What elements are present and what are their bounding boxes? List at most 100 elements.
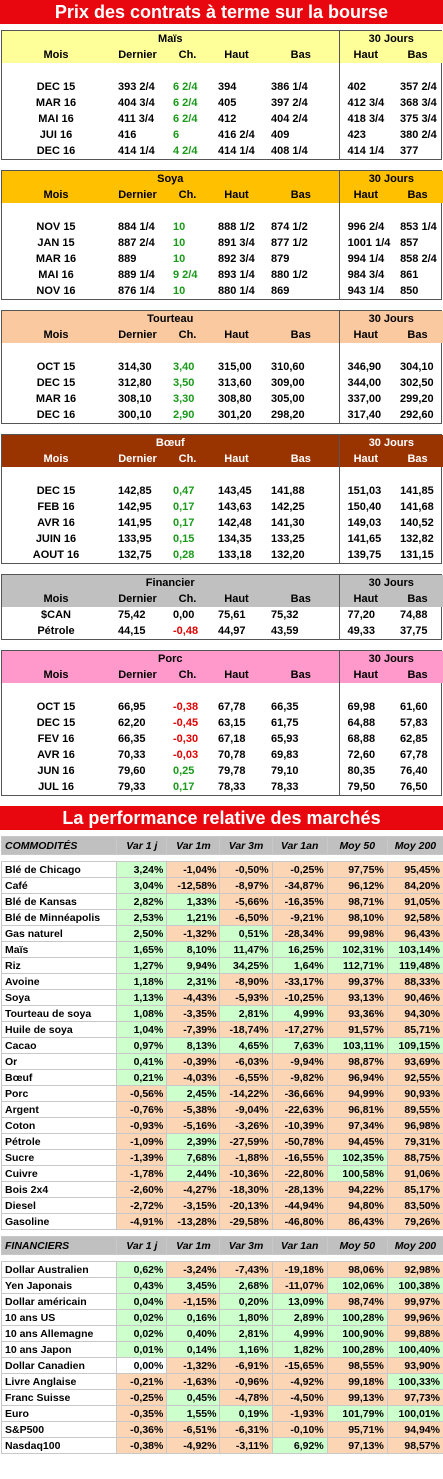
price: 141,30 [271,517,305,529]
performance-value: 97,75% [326,861,388,878]
market-name: Blé de Minnéapolis [0,909,118,926]
price: 37,75 [400,625,428,637]
data-row: Dollar Canadien 0,00% -1,32% -6,91% -15,65% 9… [0,1357,443,1374]
performance-value: 2,82% [116,893,168,910]
performance-value: 0,04% [116,1293,168,1310]
column-row: Mois Dernier Ch. Haut Bas Haut Bas [2,187,443,203]
group-name: FINANCIERS [0,1236,118,1255]
performance-value: -1,88% [219,1149,273,1166]
data-row: Tourteau de soya 1,08% -3,35% 2,81% 4,99% 93,… [0,1005,443,1022]
performance-value: -1,39% [116,1149,168,1166]
performance-value: 95,45% [386,861,443,878]
header-row: Financier 30 Jours [2,575,443,591]
price: 149,03 [338,515,393,531]
performance-value: -28,13% [271,1181,328,1198]
column-header: Mois [43,189,69,201]
data-row: Dollar Australien 0,62% -3,24% -7,43% -19,18… [0,1261,443,1278]
market-name: Dollar Australien [0,1261,118,1278]
data-row: AVR 16 141,95 0,17 142,48 141,30 149,03 140,52 [2,515,443,531]
column-header: Haut [224,593,249,605]
price: 79,33 [118,781,146,793]
performance-value: 94,22% [326,1181,388,1198]
spacer [338,343,393,359]
price: 412 3/4 [338,95,393,111]
performance-value: 99,88% [386,1325,443,1342]
performance-value: 99,13% [326,1389,388,1406]
data-row: JUIN 16 133,95 0,15 134,35 133,25 141,65 132,8… [2,531,443,547]
column-header: Bas [290,49,311,61]
data-row: DEC 16 414 1/4 4 2/4 414 1/4 408 1/4 414 1/4 3… [2,143,443,159]
price: 298,20 [271,409,305,421]
price: 75,61 [218,609,246,621]
column-header: Bas [407,49,428,61]
price: 380 2/4 [400,129,437,141]
price: 887 2/4 [118,237,155,249]
column-header: Haut [224,669,249,681]
performance: COMMODITÉS Var 1 j Var 1m Var 3m Var 1an Moy … [0,836,443,1454]
price: 310,60 [271,361,305,373]
performance-value: -4,50% [271,1389,328,1406]
column-header: Mois [43,49,69,61]
spacer [110,683,165,699]
price: 1001 1/4 [338,235,393,251]
performance-value: -4,92% [166,1437,221,1454]
price: 133,18 [218,549,252,561]
column-header: Ch. [178,189,197,201]
price: 377 [400,145,419,157]
spacer [110,63,165,79]
header-row: Soya 30 Jours [2,171,443,187]
data-row: Soya 1,13% -4,43% -5,93% -10,25% 93,13% 90,46% [0,989,443,1006]
performance-value: 1,64% [271,957,328,974]
performance-value: 94,30% [386,1005,443,1022]
price: 850 [400,285,419,297]
performance-value: 102,06% [326,1277,388,1294]
performance-value: 7,63% [271,1037,328,1054]
performance-table: COMMODITÉS Var 1 j Var 1m Var 3m Var 1an Moy … [0,836,443,1230]
month: JUN 16 [37,765,75,777]
performance-value: 98,10% [326,909,388,926]
performance-value: 0,45% [166,1389,221,1406]
column-header: Bas [290,593,311,605]
data-row: Blé de Kansas 2,82% 1,33% -5,66% -16,35% 98,7… [0,893,443,910]
price: 404 3/4 [118,97,155,109]
performance-value: 98,74% [326,1293,388,1310]
price: 375 3/4 [400,113,437,125]
market-name: Gasoline [0,1213,118,1230]
performance-value: 1,16% [219,1341,273,1358]
performance-value: 93,69% [386,1053,443,1070]
performance-value: 2,81% [219,1005,273,1022]
price: 70,33 [118,749,146,761]
futures-table: Porc 30 Jours Mois Dernier Ch. Haut Bas Haut Bas… [2,651,443,795]
performance-value: 96,94% [326,1069,388,1086]
spacer [338,467,393,483]
data-row: Gas naturel 2,50% -1,32% 0,51% -28,34% 99,98%… [0,925,443,942]
spacer-row [2,683,443,699]
performance-value: -18,74% [219,1021,273,1038]
performance-value: -2,72% [116,1197,168,1214]
market-name: Blé de Kansas [0,893,118,910]
performance-value: 0,14% [166,1341,221,1358]
price: 3,30 [173,393,195,405]
price: 0,15 [173,533,195,545]
data-row: Or 0,41% -0,39% -6,03% -9,94% 98,87% 93,69% [0,1053,443,1070]
performance-value: -4,03% [166,1069,221,1086]
price: 10 [173,253,186,265]
price: 70,78 [218,749,246,761]
performance-value: -0,25% [116,1389,168,1406]
price: 0,17 [173,517,195,529]
month: MAR 16 [35,253,77,265]
performance-value: 2,68% [219,1277,273,1294]
price: 141,85 [400,485,434,497]
column-header: Mois [43,453,69,465]
performance-value: 1,08% [116,1005,168,1022]
performance-value: 2,53% [116,909,168,926]
futures-section: Porc 30 Jours Mois Dernier Ch. Haut Bas Haut Bas… [1,650,443,796]
performance-value: -14,22% [219,1085,273,1102]
price: 10 [173,237,186,249]
spacer [110,467,165,483]
performance-value: -1,63% [166,1373,221,1390]
market-name: 10 ans US [0,1309,118,1326]
price: -0,03 [173,749,199,761]
market-name: Nasdaq100 [0,1437,118,1454]
month: NOV 15 [36,221,76,233]
